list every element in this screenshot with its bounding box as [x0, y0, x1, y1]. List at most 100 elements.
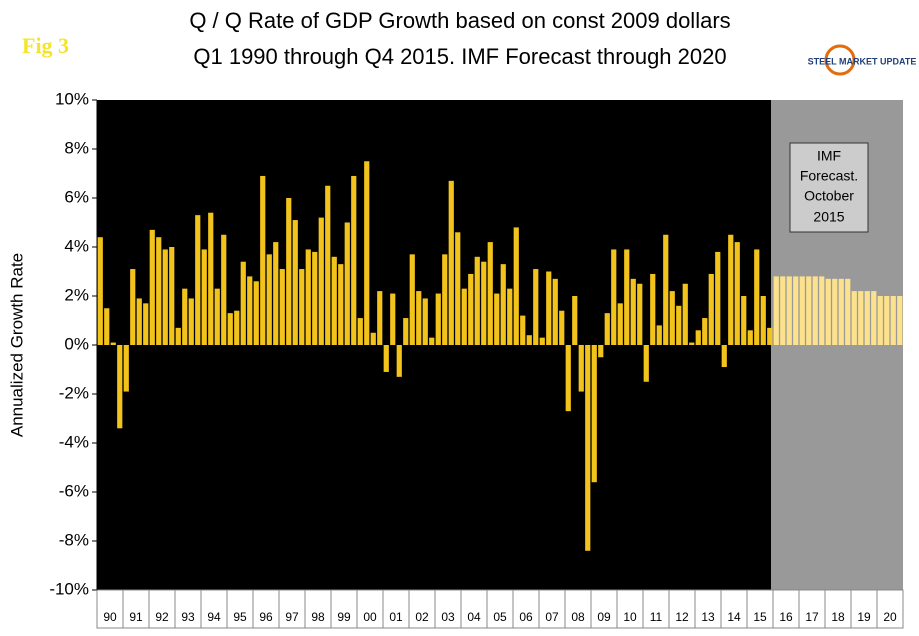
x-tick-label: 18	[831, 610, 845, 624]
bar	[715, 251, 721, 345]
bar	[559, 310, 565, 345]
bar	[864, 291, 870, 345]
bar	[123, 345, 129, 392]
x-tick-label: 17	[805, 610, 819, 624]
bar	[494, 293, 500, 345]
x-tick-label: 02	[415, 610, 429, 624]
y-tick-label: -4%	[59, 432, 89, 451]
bar	[702, 318, 708, 345]
bar	[110, 342, 116, 345]
bar	[591, 345, 597, 483]
x-tick-label: 99	[337, 610, 351, 624]
bar	[448, 180, 454, 345]
bar	[507, 288, 513, 345]
bar	[825, 278, 831, 345]
bar	[578, 345, 584, 392]
bar	[799, 276, 805, 345]
bar	[97, 237, 103, 345]
bar	[273, 242, 279, 345]
y-tick-label: 0%	[64, 334, 89, 353]
x-tick-label: 05	[493, 610, 507, 624]
bar	[728, 234, 734, 345]
bar	[377, 291, 383, 345]
bar	[851, 291, 857, 345]
y-tick-label: -6%	[59, 481, 89, 500]
bar	[227, 313, 233, 345]
x-tick-label: 13	[701, 610, 715, 624]
bar	[260, 175, 266, 345]
y-tick-label: 8%	[64, 138, 89, 157]
bar	[487, 242, 493, 345]
x-tick-label: 92	[155, 610, 169, 624]
bar	[409, 254, 415, 345]
bar	[598, 345, 604, 358]
bar	[806, 276, 812, 345]
bar	[565, 345, 571, 412]
bar	[208, 212, 214, 345]
bar	[442, 254, 448, 345]
bar	[858, 291, 864, 345]
bar	[897, 296, 903, 345]
bar	[604, 313, 610, 345]
bar	[351, 175, 357, 345]
bar	[682, 283, 688, 345]
chart-title: Q1 1990 through Q4 2015. IMF Forecast th…	[193, 44, 726, 69]
bar	[305, 249, 311, 345]
x-tick-label: 93	[181, 610, 195, 624]
y-tick-label: 6%	[64, 187, 89, 206]
bar	[481, 261, 487, 345]
bar	[624, 249, 630, 345]
x-tick-label: 20	[883, 610, 897, 624]
bar	[637, 283, 643, 345]
x-tick-label: 15	[753, 610, 767, 624]
x-tick-label: 97	[285, 610, 299, 624]
bar	[513, 227, 519, 345]
x-tick-label: 08	[571, 610, 585, 624]
bar	[162, 249, 168, 345]
bar	[526, 335, 532, 345]
bar	[156, 237, 162, 345]
bar	[669, 291, 675, 345]
annotation: 2015	[813, 209, 844, 225]
bar	[175, 327, 181, 345]
bar	[143, 303, 149, 345]
bar	[279, 269, 285, 345]
bar	[832, 278, 838, 345]
x-tick-label: 12	[675, 610, 689, 624]
bar	[188, 298, 194, 345]
bar	[403, 318, 409, 345]
bar	[266, 254, 272, 345]
bar	[734, 242, 740, 345]
x-tick-label: 04	[467, 610, 481, 624]
x-tick-label: 16	[779, 610, 793, 624]
bar	[877, 296, 883, 345]
bar	[539, 337, 545, 345]
bar	[474, 256, 480, 345]
bar	[169, 247, 175, 345]
bar	[572, 296, 578, 345]
bar	[884, 296, 890, 345]
bar	[845, 278, 851, 345]
bar	[182, 288, 188, 345]
bar	[429, 337, 435, 345]
bar	[461, 288, 467, 345]
bar	[331, 256, 337, 345]
bar	[754, 249, 760, 345]
bar	[325, 185, 331, 345]
x-tick-label: 03	[441, 610, 455, 624]
bar	[435, 293, 441, 345]
bar	[780, 276, 786, 345]
bar	[221, 234, 227, 345]
bar	[676, 305, 682, 345]
bar	[357, 318, 363, 345]
x-tick-label: 06	[519, 610, 533, 624]
bar	[195, 215, 201, 345]
bar	[422, 298, 428, 345]
bar	[708, 273, 714, 345]
bar	[253, 281, 259, 345]
y-tick-label: 10%	[55, 89, 89, 108]
x-tick-label: 96	[259, 610, 273, 624]
bar	[396, 345, 402, 377]
